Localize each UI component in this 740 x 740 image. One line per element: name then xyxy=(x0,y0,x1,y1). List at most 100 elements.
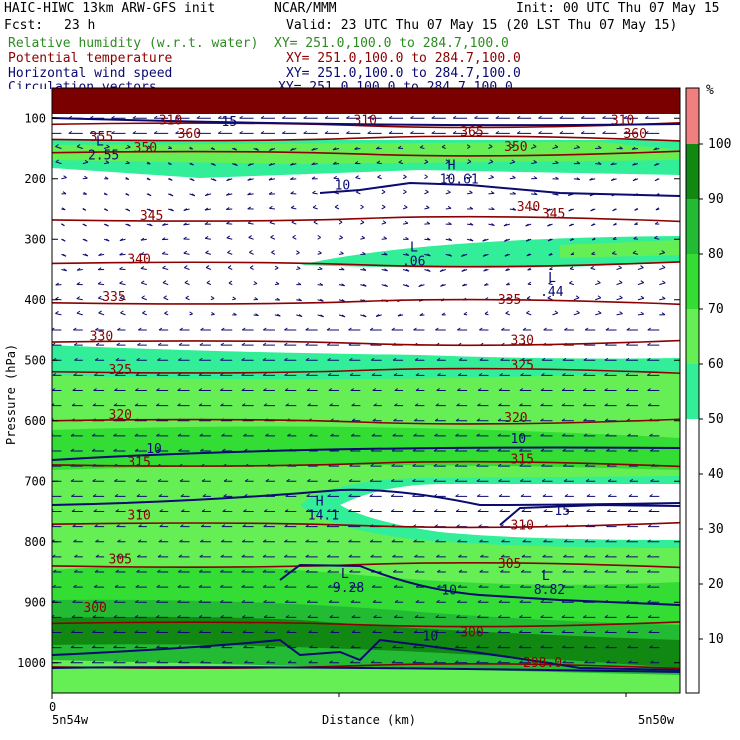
wind-vector-head xyxy=(388,115,393,119)
wind-vector-head xyxy=(640,265,644,269)
wind-vector-head xyxy=(290,177,294,180)
wind-vector-head xyxy=(116,524,120,528)
extremum-value: 14.1 xyxy=(308,508,339,523)
wind-vector-head xyxy=(627,433,631,437)
wind-vector-head xyxy=(253,281,258,284)
wind-vector-head xyxy=(469,222,474,226)
wind-vector-head xyxy=(111,115,115,119)
wind-vector-head xyxy=(263,599,267,603)
wind-vector-head xyxy=(178,357,182,361)
theta-contour xyxy=(52,215,680,223)
wind-vector-head xyxy=(52,509,54,511)
wind-vector-head xyxy=(220,554,224,558)
wind-vector xyxy=(616,282,623,286)
wind-vector-head xyxy=(282,115,286,119)
theta-contour-label: 355 xyxy=(90,130,113,145)
theta-contour xyxy=(52,367,680,375)
wind-vector-head xyxy=(525,223,529,227)
wind-vector-head xyxy=(156,584,161,588)
wind-vector-head xyxy=(148,208,153,212)
wind-vector-head xyxy=(52,539,55,543)
wind-vector xyxy=(269,222,276,225)
wind-vector-head xyxy=(105,223,109,227)
wind-vector-head xyxy=(266,660,270,664)
wind-vector-head xyxy=(147,145,152,149)
wind-vector-head xyxy=(169,177,173,181)
wind-vector-head xyxy=(183,222,187,226)
wind-vector-head xyxy=(135,478,140,482)
wind-vector-head xyxy=(178,448,182,452)
wind-vector-head xyxy=(476,630,481,633)
wind-vector-head xyxy=(169,193,174,197)
wind-vector-head xyxy=(582,403,587,407)
extremum-value: 8.82 xyxy=(534,583,565,598)
wind-vector xyxy=(360,237,365,240)
wind-vector-head xyxy=(117,327,121,331)
wind-vector-head xyxy=(265,478,270,482)
wind-vector xyxy=(548,283,553,286)
wind-vector-head xyxy=(367,115,371,119)
wind-vector-head xyxy=(263,388,267,391)
colorbar-label: 80 xyxy=(708,247,724,262)
wind-vector-head xyxy=(495,115,500,119)
wind-vector xyxy=(612,253,617,255)
wind-contour-label: 15 xyxy=(222,115,238,130)
wind-vector-head xyxy=(284,372,288,376)
wind-vector-head xyxy=(157,357,161,361)
wind-vector-head xyxy=(175,130,179,134)
wind-vector-head xyxy=(338,219,343,223)
wind-vector-head xyxy=(413,645,417,649)
wind-vector-head xyxy=(55,311,59,314)
wind-vector-head xyxy=(220,388,224,391)
wind-vector-head xyxy=(287,660,292,664)
wind-vector xyxy=(402,176,407,180)
theta-contour-label: 340 xyxy=(127,252,150,267)
wind-vector-head xyxy=(640,311,645,315)
wind-vector-head xyxy=(349,584,354,588)
wind-vector-head xyxy=(369,493,374,497)
wind-vector-head xyxy=(585,478,590,482)
wind-vector-head xyxy=(506,282,510,286)
wind-vector-head xyxy=(604,403,609,407)
wind-vector-head xyxy=(433,660,438,664)
wind-vector-head xyxy=(474,130,478,134)
wind-vector-head xyxy=(606,448,610,452)
wind-vector xyxy=(381,222,387,225)
wind-vector-head xyxy=(554,144,559,148)
wind-vector-head xyxy=(91,660,96,664)
wind-vector-head xyxy=(95,554,100,558)
wind-vector-head xyxy=(653,147,658,151)
wind-vector-head xyxy=(265,433,269,437)
wind-vector-head xyxy=(177,584,182,588)
wind-contour-15 xyxy=(499,503,680,526)
wind-contour-label: 10 xyxy=(335,179,351,194)
wind-vector-head xyxy=(205,250,209,254)
wind-vector-head xyxy=(178,554,183,558)
wind-vector xyxy=(659,267,666,270)
wind-vector-head xyxy=(157,554,162,558)
wind-vector-head xyxy=(586,493,591,497)
wind-vector-head xyxy=(63,175,67,179)
wind-vector xyxy=(595,297,602,301)
wind-vector-head xyxy=(435,327,439,331)
field-name-theta: Potential temperature xyxy=(8,51,173,66)
wind-vector-head xyxy=(220,630,225,633)
wind-vector-head xyxy=(519,388,524,391)
wind-vector-head xyxy=(634,222,638,226)
wind-vector-head xyxy=(591,251,595,255)
wind-vector-head xyxy=(604,614,609,618)
wind-vector-head xyxy=(377,174,381,178)
wind-vector-head xyxy=(91,645,96,649)
wind-vector-head xyxy=(647,584,651,588)
wind-vector-head xyxy=(397,145,402,149)
wind-vector-head xyxy=(591,237,596,241)
wind-vector-head xyxy=(346,115,350,119)
wind-vector-head xyxy=(391,463,395,467)
wind-vector-head xyxy=(583,569,588,573)
wind-vector-head xyxy=(476,463,480,467)
wind-vector-head xyxy=(327,372,332,376)
wind-vector-head xyxy=(265,645,269,649)
wind-vector-head xyxy=(191,193,196,197)
wind-vector-head xyxy=(611,251,616,254)
